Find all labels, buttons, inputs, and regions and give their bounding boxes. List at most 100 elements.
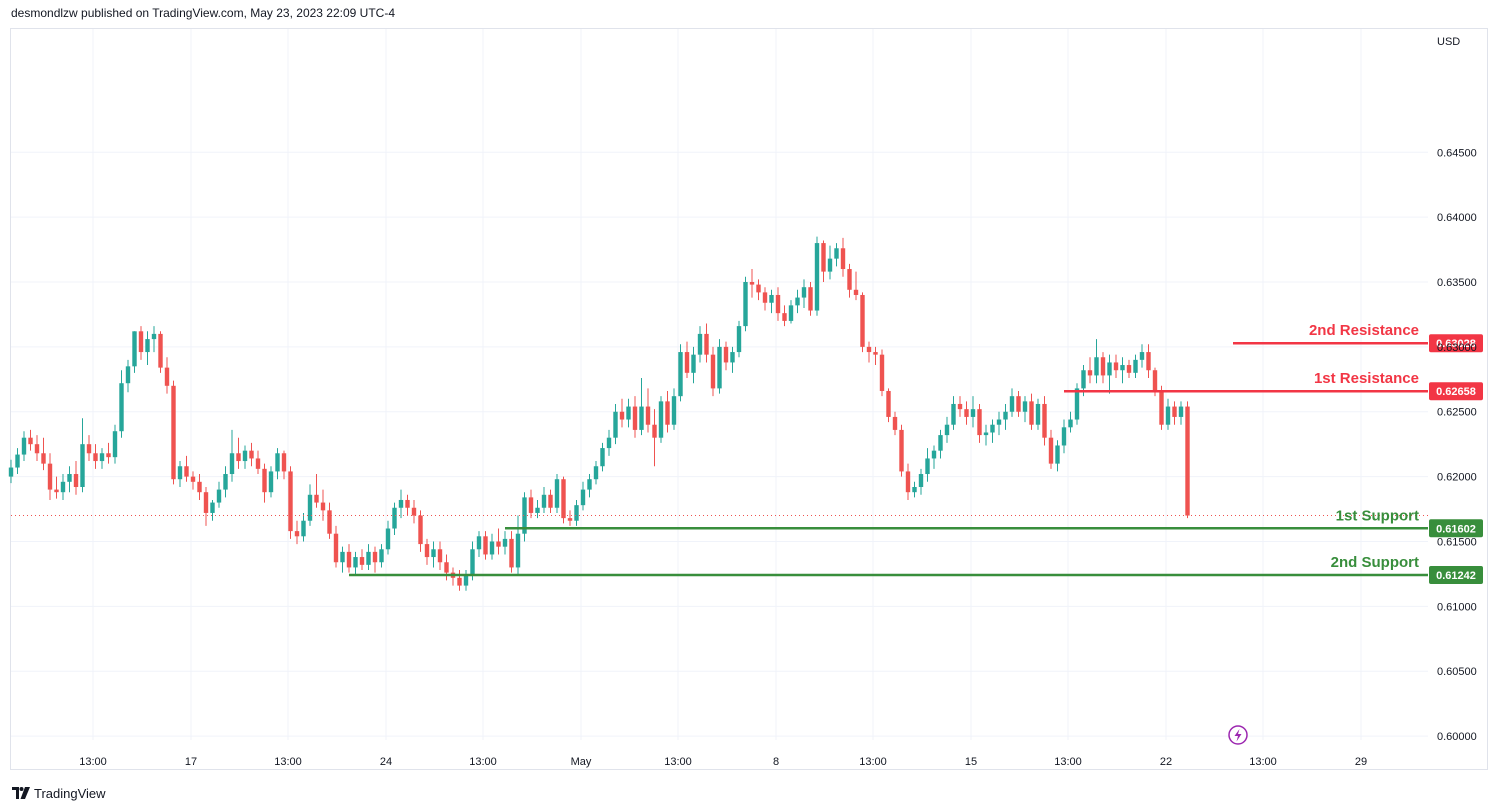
candle-body — [138, 331, 144, 353]
candle-body — [398, 499, 404, 508]
candle-body — [574, 505, 579, 521]
candle-body — [385, 528, 391, 550]
publish-info: desmondlzw published on TradingView.com,… — [11, 6, 395, 20]
candle-body — [1048, 437, 1054, 464]
candle-body — [392, 507, 397, 529]
candle-body — [964, 409, 969, 417]
axes: 0.60000 0.60500 0.61000 0.61500 0.62000 0.625… — [79, 36, 1477, 768]
price-tag — [1429, 334, 1483, 353]
price-tag — [1429, 382, 1483, 401]
candle-body — [197, 481, 202, 493]
candle-body — [229, 453, 235, 475]
candle-body — [912, 486, 917, 493]
candle-body — [164, 367, 170, 386]
candle-body — [866, 346, 872, 353]
candle-body — [502, 538, 508, 547]
price-tag-label: 0.61242 — [1436, 570, 1476, 582]
candle-body — [307, 494, 313, 521]
candle-body — [626, 406, 631, 420]
candle-body — [1087, 370, 1093, 376]
price-tag — [1429, 519, 1483, 538]
candle-body — [314, 494, 319, 503]
candle-body — [463, 575, 469, 586]
candle-body — [580, 489, 586, 506]
candle-body — [1055, 445, 1060, 464]
candle-body — [990, 424, 995, 433]
candle-body — [632, 406, 638, 430]
candle-body — [359, 557, 365, 565]
candle-body — [34, 444, 40, 454]
x-tick-label: 13:00 — [1054, 756, 1082, 768]
candle-body — [366, 551, 371, 565]
candle-body — [905, 471, 911, 493]
x-tick-label: 24 — [380, 756, 392, 768]
candle-body — [886, 390, 891, 417]
candle-body — [1081, 370, 1086, 389]
candle-body — [1022, 401, 1028, 412]
candle-body — [600, 448, 605, 467]
y-tick-label: 0.60500 — [1437, 666, 1477, 678]
x-tick-label: 13:00 — [274, 756, 302, 768]
candle-body — [522, 497, 527, 534]
candle-body — [470, 549, 475, 576]
candle-body — [515, 533, 521, 568]
candle-body — [717, 346, 722, 389]
lightning-icon — [1228, 725, 1248, 745]
candle-body — [80, 444, 85, 487]
lightning-bolt — [1234, 729, 1242, 742]
candle-body — [541, 494, 547, 508]
candle-body — [762, 292, 768, 303]
candle-body — [593, 466, 599, 480]
candle-body — [977, 409, 982, 436]
candle-body — [1094, 357, 1099, 376]
candle-body — [411, 507, 417, 516]
footer: TradingView — [12, 784, 106, 802]
x-tick-label: 22 — [1160, 756, 1172, 768]
candle-body — [275, 453, 280, 472]
chart-frame[interactable] — [10, 28, 1488, 770]
candle-body — [834, 248, 839, 259]
candle-body — [431, 549, 436, 558]
candle-body — [457, 577, 462, 586]
candle-body — [1074, 388, 1080, 420]
candle-body — [132, 331, 137, 367]
y-tick-label: 0.60000 — [1437, 731, 1477, 743]
candle-body — [951, 403, 956, 425]
candle-body — [301, 520, 306, 537]
price-tag — [1429, 565, 1483, 584]
candle-body — [554, 479, 560, 508]
candle-body — [1172, 406, 1177, 417]
x-tick-label: 13:00 — [664, 756, 692, 768]
candle-body — [678, 352, 683, 397]
candle-body — [1133, 359, 1138, 373]
candle-body — [41, 453, 46, 464]
candle-body — [1003, 411, 1008, 420]
price-tag-label: 0.62658 — [1436, 386, 1476, 398]
x-tick-label: May — [571, 756, 592, 768]
candle-body — [444, 562, 449, 573]
candle-body — [437, 549, 443, 563]
candle-body — [736, 326, 742, 353]
candle-body — [1042, 403, 1047, 438]
candle-body — [814, 243, 820, 311]
y-tick-label: 0.62000 — [1437, 472, 1477, 484]
candle-body — [125, 366, 131, 384]
y-tick-label: 0.63500 — [1437, 277, 1477, 289]
candle-body — [879, 354, 885, 391]
candle-body — [925, 458, 930, 475]
candle-body — [60, 481, 66, 493]
price-tag-label: 0.63028 — [1436, 338, 1476, 350]
candle-body — [535, 507, 540, 513]
candle-body — [262, 468, 267, 493]
candle-body — [483, 536, 488, 555]
candle-body — [47, 463, 53, 490]
candle-body — [665, 401, 670, 425]
candle-body — [8, 467, 14, 477]
candle-body — [775, 294, 781, 314]
candle-body — [203, 492, 209, 513]
candle-body — [931, 450, 937, 459]
candle-body — [216, 489, 222, 503]
candle-body — [106, 453, 111, 458]
candle-body — [847, 269, 852, 290]
